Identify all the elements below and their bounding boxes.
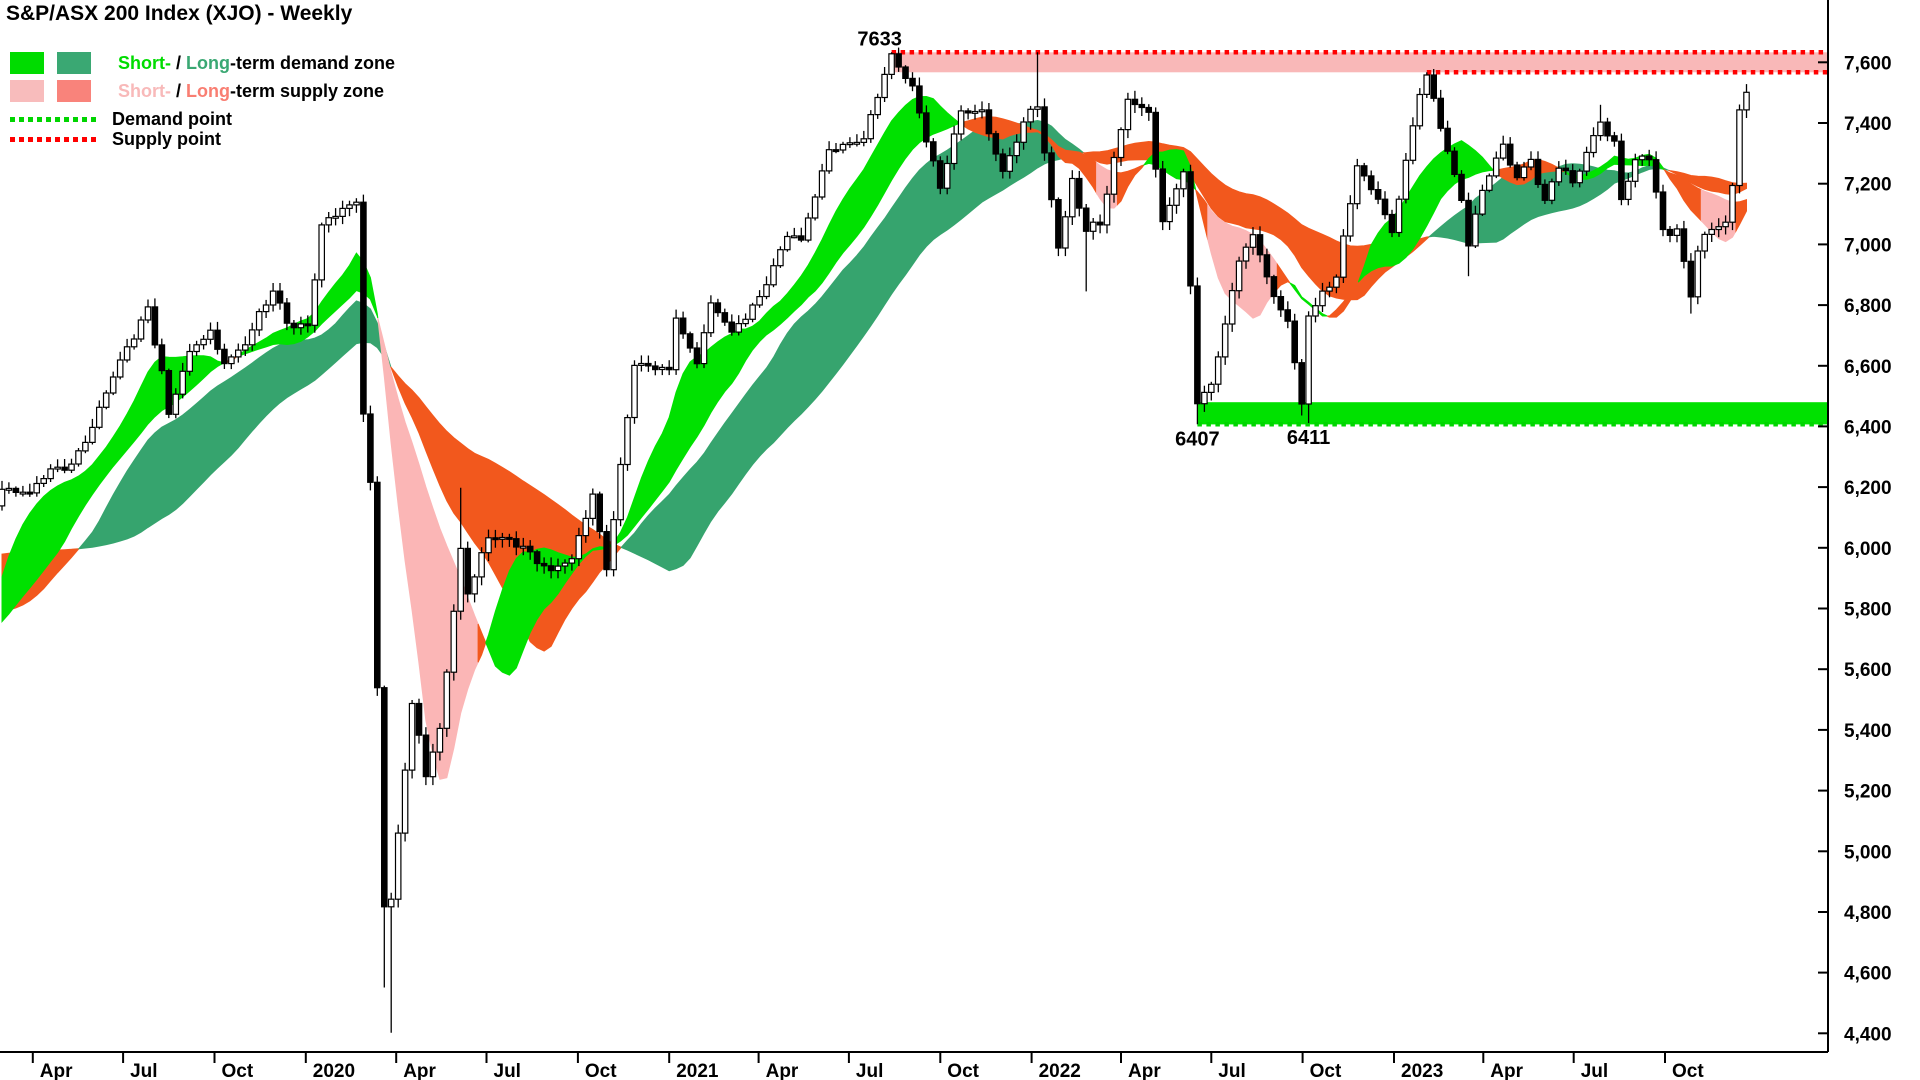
y-axis-label: 6,000 (1844, 539, 1892, 560)
axes (0, 0, 1829, 1063)
x-axis-label: Apr (40, 1061, 73, 1080)
y-axis-label: 5,400 (1844, 721, 1892, 742)
x-axis-label: Jul (130, 1061, 157, 1080)
long-term-supply-swatch (57, 80, 91, 102)
x-axis-label: Oct (585, 1061, 617, 1080)
legend-supply-point-label: Supply point (112, 128, 221, 149)
x-axis-label: Jul (1581, 1061, 1608, 1080)
supply-point-line-swatch (10, 136, 98, 142)
annotations: 7633 6407 6411 (857, 28, 1330, 450)
annotation-7633: 7633 (857, 28, 902, 50)
x-axis-label: Jul (494, 1061, 521, 1080)
x-axis-label: Jul (1218, 1061, 1245, 1080)
long-term-demand-swatch (57, 52, 91, 74)
y-axis-label: 6,200 (1844, 478, 1892, 499)
legend-row-demand-zone: Short- / Long-term demand zone (10, 51, 395, 75)
y-axis-label: 7,600 (1844, 53, 1892, 74)
x-axis-label: Apr (1490, 1061, 1523, 1080)
short-term-demand-swatch (10, 52, 44, 74)
page-title: S&P/ASX 200 Index (XJO) - Weekly (6, 2, 353, 25)
x-axis-label: 2020 (313, 1061, 355, 1080)
x-axis-label: Apr (403, 1061, 436, 1080)
legend-demand-rest-text: -term demand zone (230, 52, 396, 73)
x-axis-label: Jul (856, 1061, 883, 1080)
legend-supply-short-text: Short- (118, 80, 171, 101)
y-axis-label: 5,600 (1844, 660, 1892, 681)
y-axis-label: 6,800 (1844, 296, 1892, 317)
y-axis-label: 5,800 (1844, 600, 1892, 621)
legend-supply-rest-text: -term supply zone (230, 80, 385, 101)
y-axis-label: 4,800 (1844, 903, 1892, 924)
y-axis-label: 7,400 (1844, 114, 1892, 135)
x-axis-label: Oct (222, 1061, 254, 1080)
supply-demand-zones (891, 52, 1828, 425)
x-axis-label: Apr (1128, 1061, 1161, 1080)
short-term-supply-swatch (10, 80, 44, 102)
legend-demand-short-text: Short- (118, 52, 171, 73)
x-axis-label: Oct (1310, 1061, 1342, 1080)
y-axis-label: 5,200 (1844, 782, 1892, 803)
supply-zone (891, 52, 1828, 73)
annotation-6411: 6411 (1287, 427, 1330, 449)
y-axis-label: 5,000 (1844, 842, 1892, 863)
y-axis-labels: 7,600 7,400 7,200 7,000 6,800 6,600 6,400 6,200… (1844, 53, 1892, 1045)
legend-demand-long-text: Long (186, 52, 230, 73)
x-axis-label: Oct (1672, 1061, 1704, 1080)
y-axis-label: 7,000 (1844, 235, 1892, 256)
demand-point-line-swatch (10, 116, 98, 122)
legend-demand-point-label: Demand point (112, 108, 232, 129)
legend-supply-long-text: Long (186, 80, 230, 101)
y-axis-label: 6,400 (1844, 417, 1892, 438)
legend-row-supply-zone: Short- / Long-term supply zone (10, 79, 384, 103)
legend-supply-zone-label: Short- / Long-term supply zone (118, 81, 384, 102)
legend-row-demand-point: Demand point (10, 109, 232, 129)
y-axis-label: 4,400 (1844, 1024, 1892, 1045)
annotation-6407: 6407 (1175, 428, 1220, 450)
x-axis-label: 2021 (676, 1061, 719, 1080)
y-axis-label: 6,600 (1844, 357, 1892, 378)
x-axis-label: Oct (947, 1061, 979, 1080)
y-axis-label: 4,600 (1844, 964, 1892, 985)
x-axis-labels: Apr Jul Oct 2020 Apr Jul Oct 2021 Apr Jul Oct 2022 A… (40, 1061, 1705, 1080)
x-axis-label: Apr (766, 1061, 799, 1080)
x-axis-label: 2022 (1039, 1061, 1081, 1080)
x-axis-label: 2023 (1401, 1061, 1443, 1080)
y-axis-label: 7,200 (1844, 175, 1892, 196)
point-lines (891, 50, 1828, 427)
legend-demand-sep-text: / (171, 52, 187, 73)
legend-row-supply-point: Supply point (10, 129, 221, 149)
demand-zone (1197, 402, 1828, 425)
candlesticks (0, 47, 1750, 1033)
legend-demand-zone-label: Short- / Long-term demand zone (118, 53, 395, 74)
legend-supply-sep-text: / (171, 80, 187, 101)
